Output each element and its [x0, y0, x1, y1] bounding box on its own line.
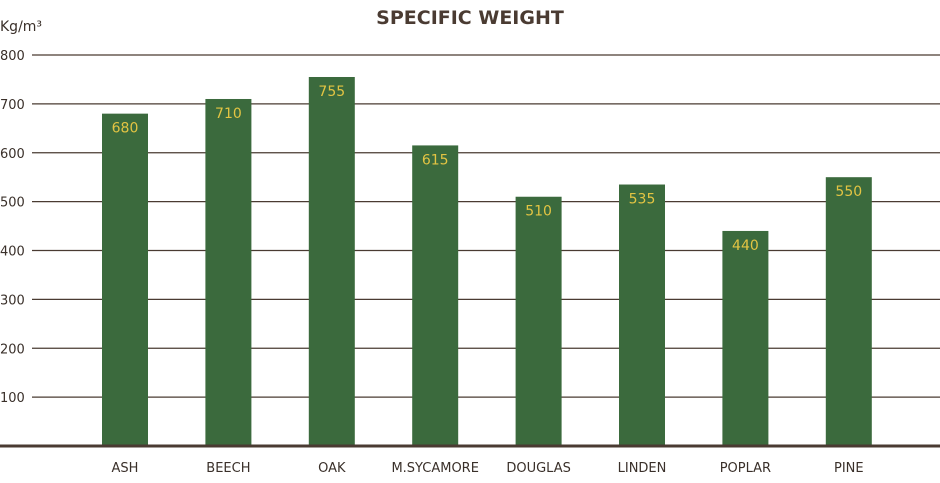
y-tick-label: 200: [0, 342, 25, 357]
y-tick-label: 600: [0, 147, 25, 162]
y-tick-label: 300: [0, 293, 25, 308]
bar-value-label: 510: [525, 204, 552, 220]
x-tick-label: OAK: [318, 461, 346, 476]
bar-oak: [308, 76, 355, 447]
bars: [102, 76, 872, 447]
y-tick-label: 700: [0, 98, 25, 113]
x-tick-label: BEECH: [206, 461, 250, 476]
bar-value-label: 755: [318, 84, 345, 100]
bar-value-label: 710: [215, 106, 242, 122]
bar-m-sycamore: [412, 145, 459, 446]
x-tick-labels: ASH BEECH OAK M.SYCAMORE DOUGLAS LINDEN POPLAR…: [112, 461, 864, 476]
y-tick-label: 400: [0, 245, 25, 260]
bar-value-labels: 680 710 755 615 510 535 440 550: [112, 84, 863, 254]
x-tick-label: LINDEN: [618, 461, 667, 476]
bar-value-label: 550: [835, 184, 862, 200]
y-tick-label: 800: [0, 49, 25, 64]
grid-lines: [32, 54, 940, 398]
y-axis-label: Kg/m³: [0, 19, 42, 35]
y-tick-label: 100: [0, 391, 25, 406]
bar-value-label: 535: [629, 192, 656, 208]
x-tick-label: PINE: [834, 461, 864, 476]
bar-douglas: [515, 196, 562, 446]
bar-linden: [619, 184, 665, 447]
y-tick-label: 500: [0, 196, 25, 211]
bar-value-label: 615: [422, 152, 449, 168]
bar-beech: [205, 98, 252, 447]
x-tick-label: ASH: [112, 461, 139, 476]
bar-pine: [825, 177, 872, 446]
x-tick-label: POPLAR: [720, 461, 771, 476]
y-tick-labels: 100 200 300 400 500 600 700 800: [0, 49, 25, 406]
x-tick-label: M.SYCAMORE: [391, 461, 479, 476]
bar-value-label: 680: [112, 121, 139, 137]
chart-title: SPECIFIC WEIGHT: [376, 7, 564, 29]
bar-value-label: 440: [732, 238, 759, 254]
bar-poplar: [722, 230, 769, 446]
x-tick-label: DOUGLAS: [506, 461, 571, 476]
bar-ash: [102, 113, 148, 447]
